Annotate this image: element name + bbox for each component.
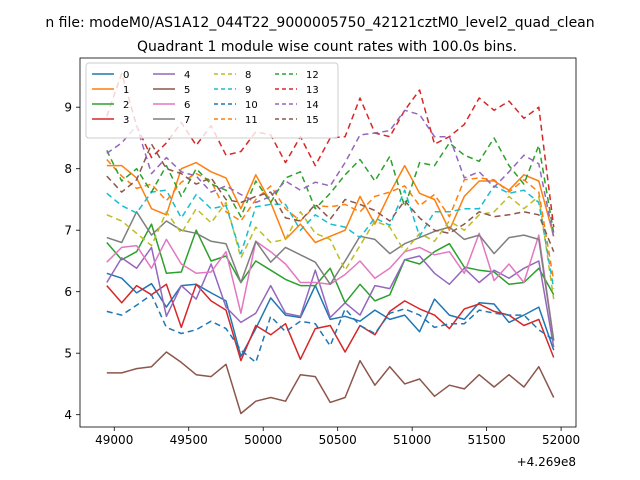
chart-suptitle: n file: modeM0/AS1A12_044T22_9000005750_… xyxy=(45,15,594,31)
series-line-8 xyxy=(106,195,555,300)
series-line-10 xyxy=(106,294,555,364)
series-line-14 xyxy=(106,109,555,238)
legend-label-5: 5 xyxy=(184,85,190,96)
x-tick-label: 50500 xyxy=(319,433,357,447)
legend-label-13: 13 xyxy=(306,85,319,96)
series-line-12 xyxy=(106,137,555,234)
legend-label-7: 7 xyxy=(184,115,190,126)
series-line-1 xyxy=(106,161,555,244)
y-tick-label: 9 xyxy=(64,101,72,115)
x-tick-label: 51500 xyxy=(468,433,506,447)
plot-area xyxy=(79,57,577,428)
series-line-5 xyxy=(106,351,555,415)
legend-label-14: 14 xyxy=(306,100,319,111)
series-line-4 xyxy=(106,246,555,348)
series-line-3 xyxy=(106,283,555,362)
x-tick-label: 49500 xyxy=(170,433,208,447)
legend-label-11: 11 xyxy=(245,115,258,126)
legend-label-9: 9 xyxy=(245,85,251,96)
legend-label-2: 2 xyxy=(123,100,129,111)
y-tick-label: 8 xyxy=(64,162,72,176)
x-offset-label: +4.269e8 xyxy=(517,455,576,469)
series-line-15 xyxy=(106,143,555,252)
chart-title: Quadrant 1 module wise count rates with … xyxy=(137,39,517,55)
legend-label-10: 10 xyxy=(245,100,258,111)
legend-label-3: 3 xyxy=(123,115,129,126)
legend-label-6: 6 xyxy=(184,100,190,111)
x-tick-label: 49000 xyxy=(95,433,133,447)
legend-label-12: 12 xyxy=(306,70,319,81)
y-tick-label: 4 xyxy=(64,408,72,422)
series-line-7 xyxy=(106,211,555,342)
y-tick-label: 5 xyxy=(64,347,72,361)
axes-layer: 49000 49500 50000 50500 51000 51500 52000 4 5 6 7 8… xyxy=(64,101,580,447)
legend-label-4: 4 xyxy=(184,70,190,81)
legend-label-0: 0 xyxy=(123,70,129,81)
x-tick-label: 52000 xyxy=(542,433,580,447)
x-tick-label: 50000 xyxy=(244,433,282,447)
legend-label-8: 8 xyxy=(245,70,251,81)
series-line-11 xyxy=(106,158,555,281)
x-tick-label: 51000 xyxy=(393,433,431,447)
y-tick-label: 7 xyxy=(64,224,72,238)
legend-label-1: 1 xyxy=(123,85,129,96)
y-tick-label: 6 xyxy=(64,285,72,299)
legend-label-15: 15 xyxy=(306,115,319,126)
series-line-2 xyxy=(106,223,555,304)
series-line-9 xyxy=(106,185,555,289)
